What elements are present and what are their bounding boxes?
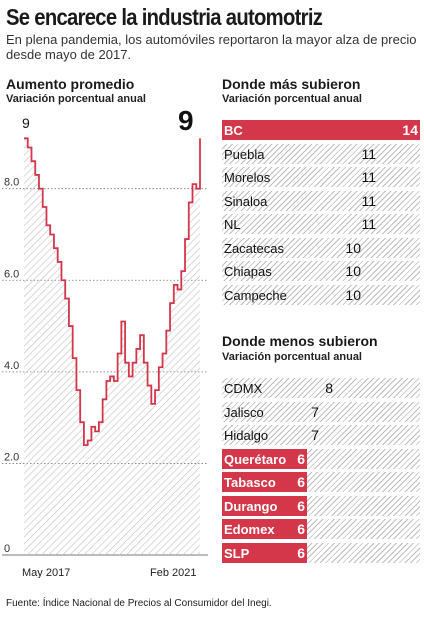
top-state-row: BC 14 xyxy=(222,118,420,142)
bottom-list-subtitle: Variación porcentual anual xyxy=(222,351,362,363)
row-background xyxy=(222,190,420,211)
bottom-state-bar xyxy=(222,448,307,469)
row-background xyxy=(222,425,420,445)
y-tick-label: 6.0 xyxy=(4,268,19,280)
top-state-value: 10 xyxy=(345,239,361,256)
bottom-state-label: Jalisco xyxy=(224,404,264,420)
line-chart-title: Aumento promedio xyxy=(6,76,135,92)
bottom-state-label: Hidalgo xyxy=(224,428,269,443)
top-state-row: Zacatecas 10 xyxy=(222,236,420,260)
top-list-title: Donde más subieron xyxy=(222,76,361,92)
bottom-state-row: Querétaro 6 xyxy=(222,447,420,471)
bottom-state-row: SLP 6 xyxy=(222,541,420,565)
bottom-state-row: Hidalgo 7 xyxy=(222,423,420,447)
top-state-value: 11 xyxy=(361,145,376,162)
bottom-state-value: 6 xyxy=(297,497,305,514)
source-note: Fuente: Índice Nacional de Precios al Co… xyxy=(6,598,272,609)
top-state-row: Puebla 11 xyxy=(222,142,420,166)
row-background xyxy=(222,401,420,422)
page-title: Se encarece la industria automotriz xyxy=(6,4,323,30)
top-state-label: Chiapas xyxy=(224,264,272,279)
bottom-state-label: Tabasco xyxy=(224,475,276,490)
top-state-row: NL 11 xyxy=(222,212,420,236)
y-tick-label: 2.0 xyxy=(4,451,19,463)
bottom-state-value: 7 xyxy=(311,403,319,420)
bottom-state-value: 6 xyxy=(297,521,305,537)
top-state-value: 10 xyxy=(345,286,361,303)
bottom-state-row: Jalisco 7 xyxy=(222,400,420,424)
row-background xyxy=(222,167,420,187)
bottom-state-label: Durango xyxy=(224,498,278,514)
top-state-label: Campeche xyxy=(224,287,287,303)
bottom-state-label: CDMX xyxy=(224,381,263,396)
page-subtitle: En plena pandemia, los automóviles repor… xyxy=(6,32,417,62)
top-state-row: Chiapas 10 xyxy=(222,259,420,283)
bottom-states-list: CDMX 8 Jalisco 7 Hidalgo 7 Querétaro 6 Tabasco 6 D… xyxy=(222,376,420,564)
top-state-bar xyxy=(222,120,420,140)
x-tick-label-end: Feb 2021 xyxy=(150,567,196,578)
top-state-value: 14 xyxy=(402,122,418,138)
row-background xyxy=(222,378,420,398)
top-state-label: Puebla xyxy=(224,146,265,162)
row-background xyxy=(222,214,420,234)
bottom-state-value: 8 xyxy=(325,380,333,396)
row-background xyxy=(222,237,420,258)
top-state-label: Morelos xyxy=(224,170,271,185)
top-state-value: 11 xyxy=(361,192,376,209)
bottom-list-title: Donde menos subieron xyxy=(222,333,378,349)
end-annotation: 9 xyxy=(178,108,194,136)
top-state-label: Sinaloa xyxy=(224,193,268,209)
line-chart-area xyxy=(24,138,200,555)
bottom-state-value: 6 xyxy=(297,474,305,490)
bottom-state-label: Edomex xyxy=(224,522,275,537)
line-chart-subtitle: Variación porcentual anual xyxy=(6,93,146,105)
y-tick-label: 0 xyxy=(4,543,10,555)
top-state-value: 10 xyxy=(345,263,361,279)
top-state-row: Morelos 11 xyxy=(222,165,420,189)
top-state-value: 11 xyxy=(361,216,376,232)
top-state-value: 11 xyxy=(361,169,376,185)
bottom-state-row: CDMX 8 xyxy=(222,376,420,400)
bottom-state-row: Edomex 6 xyxy=(222,517,420,541)
start-annotation: 9 xyxy=(22,115,30,131)
top-state-label: Zacatecas xyxy=(224,240,284,256)
line-chart-series xyxy=(24,137,201,447)
top-list-subtitle: Variación porcentual anual xyxy=(222,93,362,105)
bottom-state-row: Tabasco 6 xyxy=(222,470,420,494)
bottom-state-label: Querétaro xyxy=(224,451,287,467)
row-background xyxy=(222,143,420,164)
row-background xyxy=(222,261,420,281)
top-state-label: BC xyxy=(224,123,243,138)
y-tick-label: 4.0 xyxy=(4,360,19,372)
x-tick-label-start: May 2017 xyxy=(22,567,70,578)
top-states-list: BC 14 Puebla 11 Morelos 11 Sinaloa 11 NL 11 Zacate… xyxy=(222,118,420,306)
bottom-state-label: SLP xyxy=(224,545,250,561)
bottom-state-value: 6 xyxy=(297,544,305,561)
bottom-state-bar xyxy=(222,542,307,563)
bottom-state-value: 6 xyxy=(297,450,305,467)
top-state-label: NL xyxy=(224,217,241,232)
bottom-state-bar xyxy=(222,495,307,516)
line-chart: 0 2.0 4.0 6.0 8.0 9 9 May 2017 Feb 2021 xyxy=(2,108,208,578)
y-tick-label: 8.0 xyxy=(4,177,19,189)
bottom-state-value: 7 xyxy=(311,427,319,443)
row-background xyxy=(222,284,420,305)
bottom-state-bar xyxy=(222,519,307,539)
bottom-state-row: Durango 6 xyxy=(222,494,420,518)
top-state-row: Sinaloa 11 xyxy=(222,189,420,213)
top-state-row: Campeche 10 xyxy=(222,283,420,307)
bottom-state-bar xyxy=(222,472,307,492)
